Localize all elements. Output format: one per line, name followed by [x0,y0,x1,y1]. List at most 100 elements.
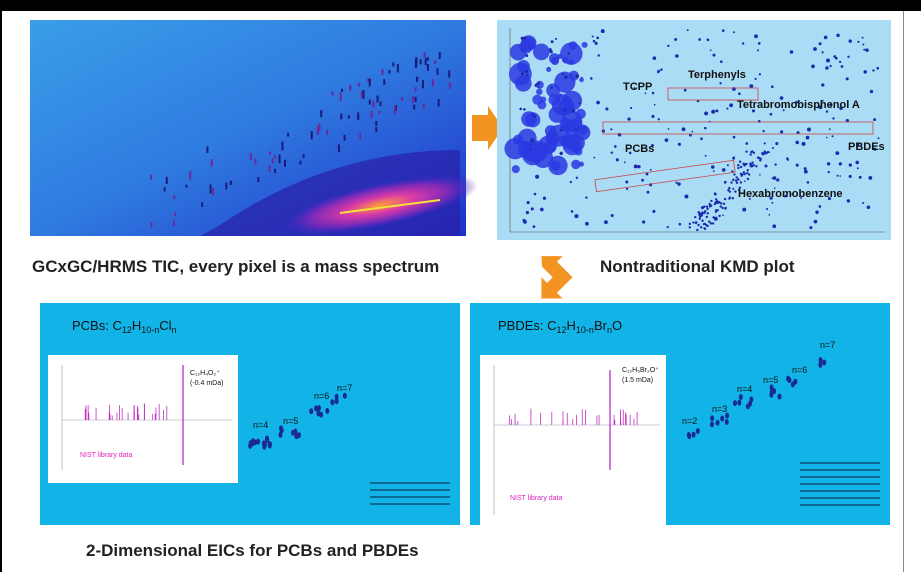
kmd-dot [722,214,724,216]
caption: GCxGC/HRMS TIC, every pixel is a mass sp… [32,257,439,276]
kmd-dot [701,220,703,222]
eic-spot [769,392,773,398]
legend-line [370,482,450,484]
tic-spot [415,97,417,102]
kmd-dot [524,37,527,40]
tic-spot [326,130,328,135]
right-border [903,11,904,572]
kmd-dot [724,207,726,209]
kmd-dot [721,207,723,209]
kmd-dot [618,133,622,137]
kmd-dot [729,103,733,107]
kmd-dot [665,138,669,142]
kmd-dot [695,222,697,224]
kmd-dot [832,117,834,119]
kmd-dot [700,137,703,140]
legend-line [800,462,880,464]
kmd-label: PCBs [625,143,654,155]
legend-line [800,469,880,471]
kmd-dot [862,44,864,46]
kmd-dot [829,65,831,67]
eic-spot [733,400,737,406]
kmd-dot [540,96,546,102]
kmd-dot [697,211,699,213]
kmd-dot [574,214,578,218]
eic-spot [822,359,826,365]
kmd-dot [611,151,613,153]
kmd-dot [701,214,703,216]
tic-spot [338,144,340,152]
kmd-dot [762,130,764,132]
kmd-dot [741,174,743,176]
kmd-dot [832,135,834,137]
kmd-dot [847,56,849,58]
kmd-dot [551,40,554,43]
tic-spot [383,79,385,85]
kmd-dot [773,176,777,180]
kmd-dot [626,188,628,190]
kmd-dot [714,203,716,205]
kmd-dot [734,190,736,192]
kmd-dot [652,210,655,213]
kmd-dot [521,111,537,127]
kmd-dot [537,82,540,85]
kmd-dot [563,109,566,112]
eic-spot [710,421,714,427]
kmd-dot [712,222,714,224]
tic-spot [274,169,276,173]
kmd-dot [732,188,734,190]
eic-spot [725,419,729,425]
tic-spot [150,222,152,227]
kmd-dot [804,167,807,170]
kmd-dot [744,180,746,182]
eic-spot [280,427,284,433]
tic-spot [423,104,425,109]
kmd-dot [576,109,586,119]
kmd-dot [624,161,626,163]
kmd-dot [768,214,770,216]
kmd-dot [754,34,758,38]
kmd-dot [706,38,709,41]
kmd-dot [536,89,543,96]
kmd-dot [836,34,839,37]
kmd-dot [740,166,742,168]
kmd-dot [786,157,789,160]
kmd-dot [560,152,563,155]
tic-spot [438,99,440,107]
kmd-dot [746,172,748,174]
kmd-dot [689,223,691,225]
kmd-dot [549,137,557,145]
n-label: n=4 [253,420,268,430]
tic-spot [361,91,363,98]
kmd-dot [637,165,640,168]
kmd-dot [742,163,744,165]
kmd-dot [876,67,879,70]
inset-note: NIST library data [80,452,132,459]
tic-spot [348,115,350,118]
kmd-dot [595,42,598,45]
kmd-dot [564,121,580,137]
title-part: n [172,325,177,335]
kmd-dot [704,228,706,230]
kmd-dot [524,141,526,143]
kmd-dot [730,181,732,183]
kmd-dot [755,165,757,167]
tic-spot [401,97,403,101]
kmd-dot [839,162,842,165]
tic-spot [358,83,360,87]
tic-spot [311,131,313,139]
n-label: n=6 [792,365,807,375]
title-part: Cl [159,318,171,333]
tic-spot [424,52,426,57]
tic-spot [359,133,361,140]
tic-spot [375,127,377,132]
eic-spot [335,394,339,400]
kmd-dot [575,128,577,130]
tic-spot [415,59,417,68]
kmd-dot [723,203,725,205]
eic-spot [295,433,299,439]
kmd-dot [682,127,686,131]
tic-spot [363,90,365,99]
kmd-dot [519,108,522,111]
legend-line [370,496,450,498]
